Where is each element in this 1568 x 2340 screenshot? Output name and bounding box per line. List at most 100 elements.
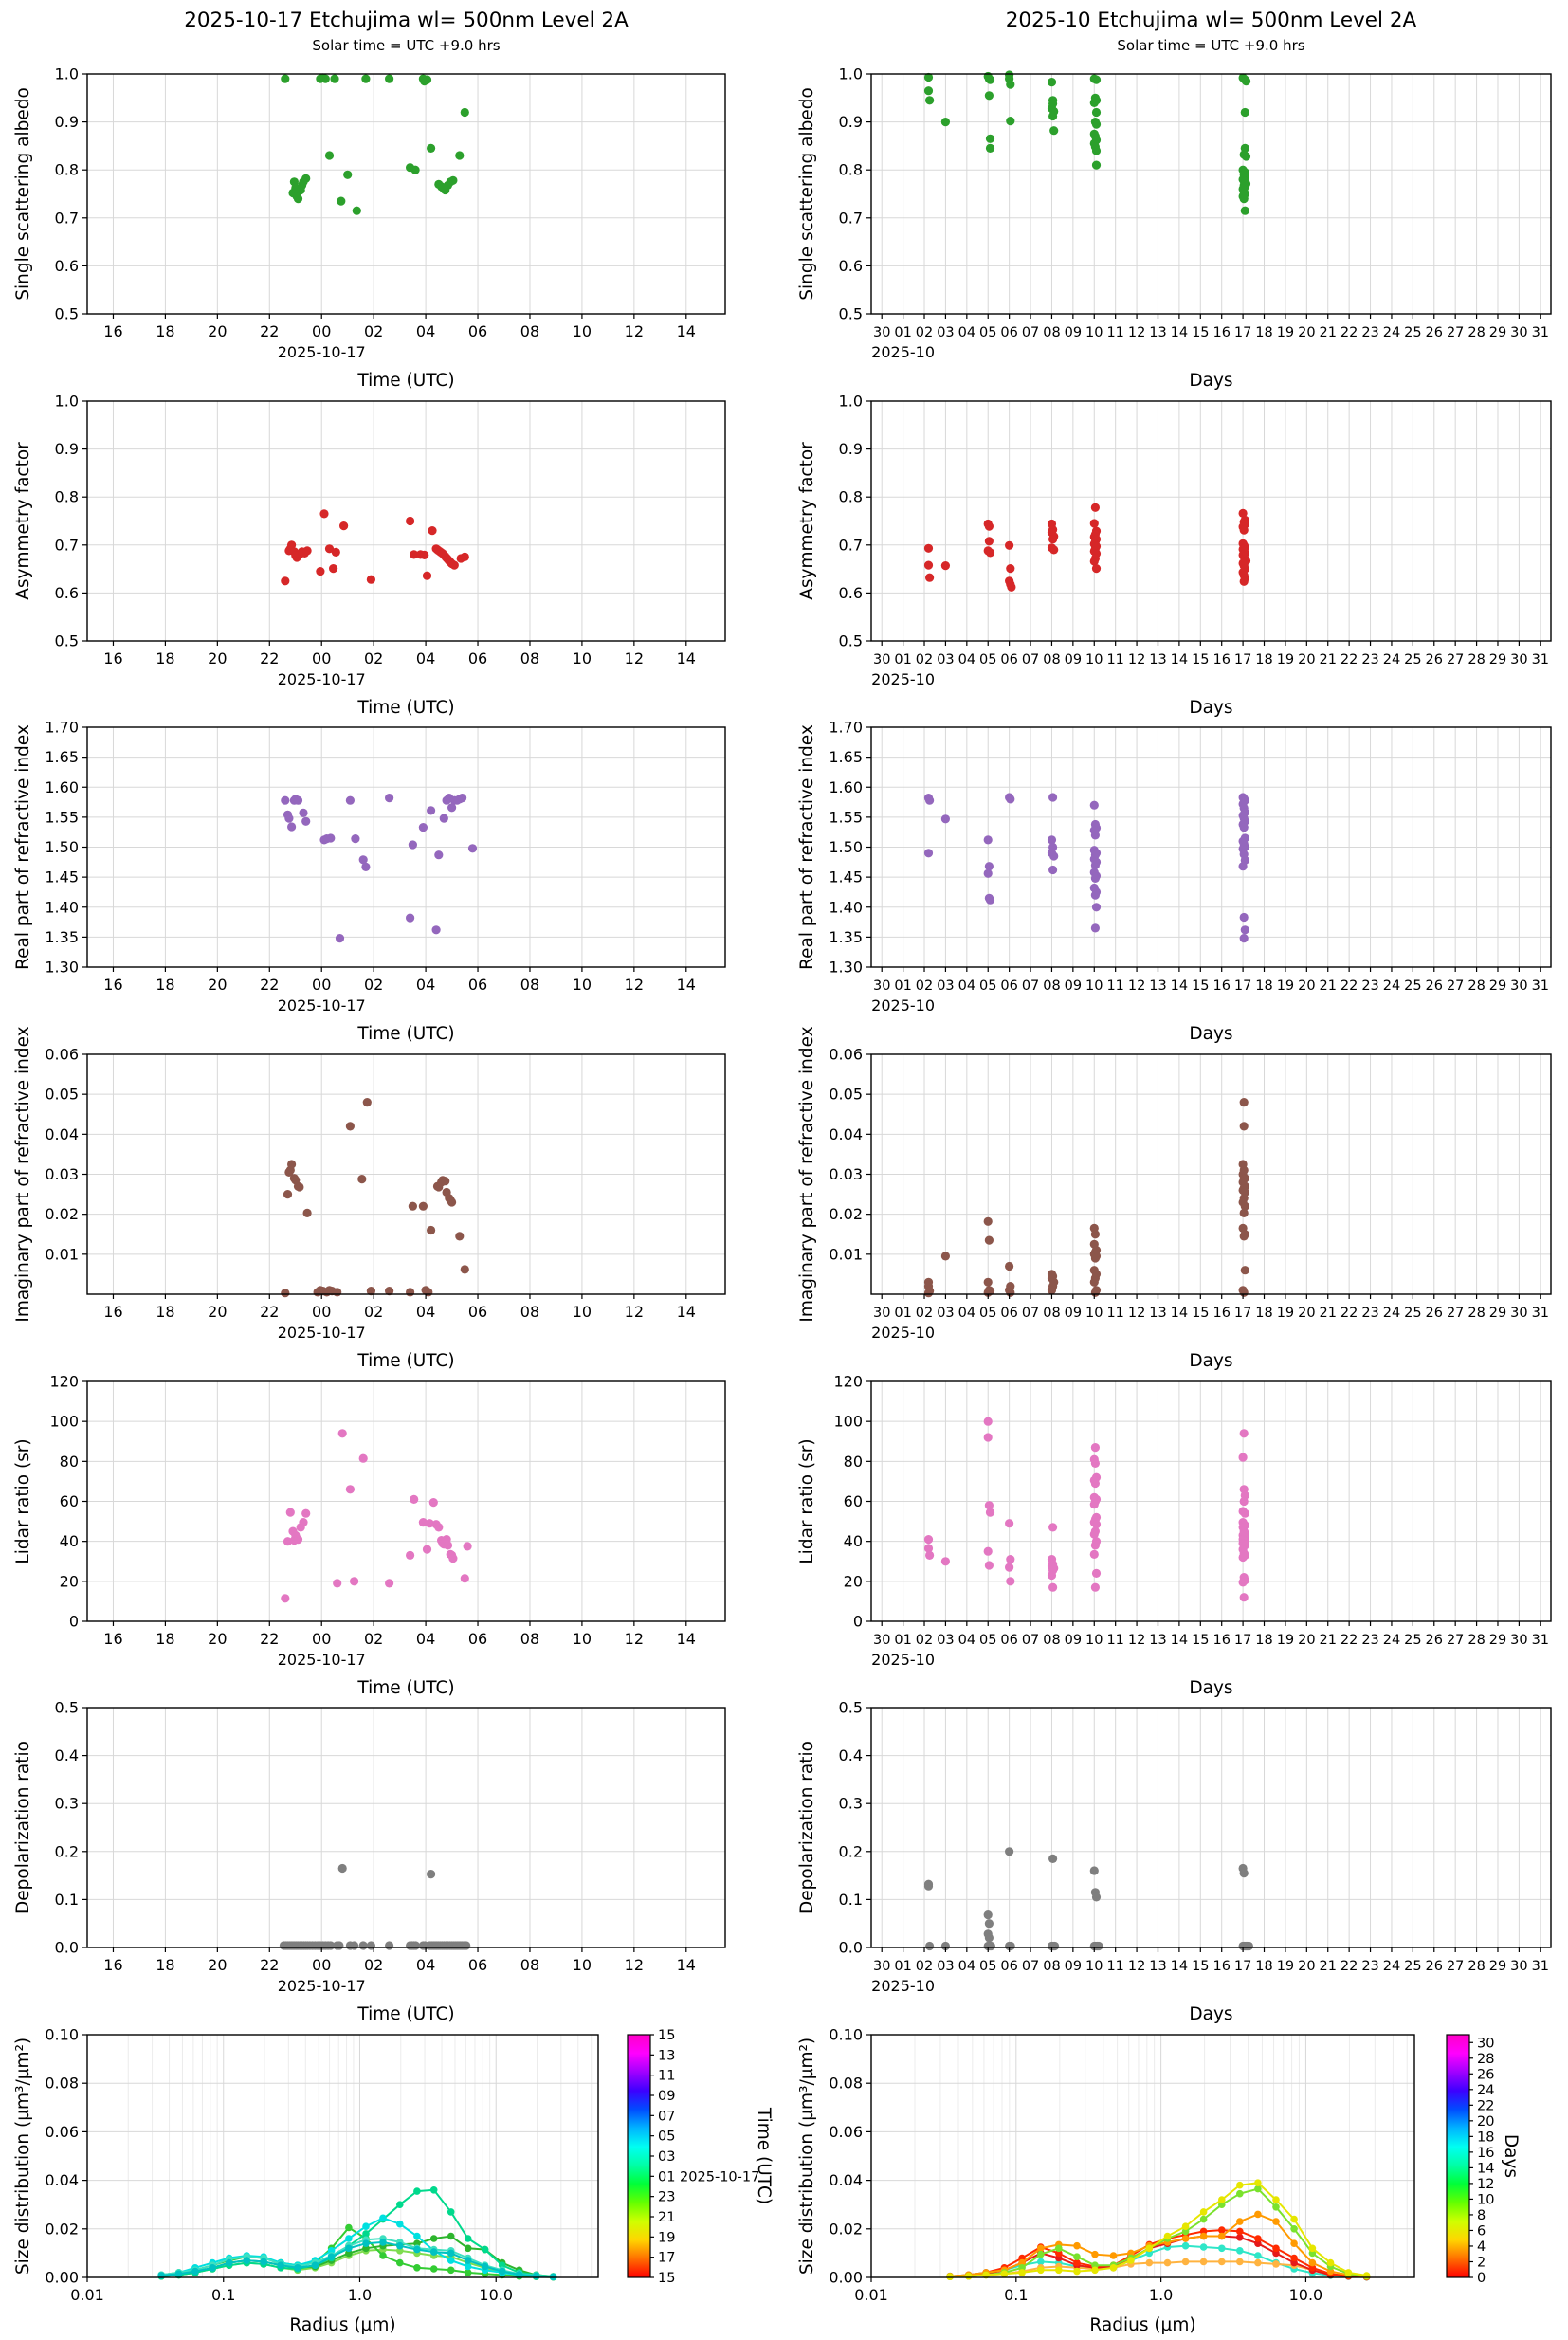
svg-text:29: 29 [1489,325,1506,340]
svg-text:29: 29 [1489,978,1506,994]
data-points [923,1847,1253,1951]
svg-text:1.40: 1.40 [829,898,863,916]
svg-text:17: 17 [1234,1959,1251,1974]
svg-text:06: 06 [468,322,487,340]
svg-text:16: 16 [1212,1959,1230,1974]
data-points [923,1098,1249,1298]
svg-text:0.1: 0.1 [839,1891,863,1909]
svg-text:02: 02 [916,325,933,340]
svg-text:20: 20 [1298,1633,1315,1648]
y-axis-label: Imaginary part of refractive index [13,1026,33,1322]
svg-text:04: 04 [416,322,435,340]
chart-subtitle: Solar time = UTC +9.0 hrs [1117,37,1304,54]
svg-text:02: 02 [916,1306,933,1321]
x-axis-label: Time (UTC) [356,1678,454,1698]
svg-text:20: 20 [844,1572,863,1590]
grid [87,73,725,315]
chart-real-refractive-index-month: 30 01 02 03 04 05 06 07 08 09 10 11 12 13 14 15 16 17 18 19… [797,719,1552,1044]
svg-text:22: 22 [260,1956,279,1974]
svg-text:0.04: 0.04 [45,2171,79,2189]
svg-text:21: 21 [658,2210,675,2225]
svg-text:0.5: 0.5 [839,1699,863,1717]
svg-text:25: 25 [1404,652,1421,667]
svg-text:19: 19 [1277,1633,1294,1648]
svg-text:1.50: 1.50 [829,838,863,856]
svg-text:1.70: 1.70 [45,719,79,737]
svg-text:04: 04 [958,978,975,994]
svg-text:20: 20 [208,976,227,994]
svg-text:20: 20 [1298,652,1315,667]
svg-text:10: 10 [573,1303,592,1321]
x-axis-label: Time (UTC) [356,1351,454,1371]
y-axis: 0.5 0.6 0.7 0.8 0.9 1.0 Single scattering albe… [13,65,87,323]
svg-text:26: 26 [1426,1306,1443,1321]
svg-text:08: 08 [1043,652,1060,667]
svg-text:20: 20 [208,649,227,667]
svg-text:2025-10: 2025-10 [871,1651,935,1669]
svg-text:06: 06 [1000,978,1017,994]
svg-text:12: 12 [1477,2177,1494,2192]
svg-text:14: 14 [1171,1959,1188,1974]
svg-text:01: 01 [894,1959,911,1974]
svg-text:15: 15 [1192,1959,1209,1974]
svg-text:17: 17 [1234,978,1251,994]
svg-text:2025-10: 2025-10 [871,1324,935,1342]
svg-text:1.70: 1.70 [829,719,863,737]
svg-text:22: 22 [1340,978,1358,994]
svg-text:0.04: 0.04 [829,2171,863,2189]
y-axis: 0 20 40 60 80 100 120 Lidar ratio (sr) [797,1373,871,1631]
svg-text:19: 19 [1277,1959,1294,1974]
y-axis-label: Size distribution (µm³/µm²) [797,2038,817,2275]
svg-text:14: 14 [677,1956,696,1974]
svg-text:21: 21 [1320,1306,1337,1321]
chart-subtitle: Solar time = UTC +9.0 hrs [312,37,500,54]
grid [870,2034,1414,2278]
svg-text:2025-10: 2025-10 [871,343,935,361]
svg-text:18: 18 [155,1303,174,1321]
svg-text:23: 23 [1361,1306,1378,1321]
x-axis-label: Days [1189,698,1232,718]
svg-text:1.30: 1.30 [829,959,863,977]
svg-text:23: 23 [1361,325,1378,340]
svg-text:30: 30 [1510,1959,1527,1974]
chart-lidar-ratio-day: 16 18 20 22 00 02 04 06 08 10 12 14 2025-10-17 Time (… [13,1373,726,1698]
svg-text:6: 6 [1477,2223,1486,2239]
data-points [157,2186,557,2281]
data-points [279,1863,471,1950]
svg-text:0.01: 0.01 [829,1245,863,1263]
svg-text:03: 03 [937,325,954,340]
svg-text:31: 31 [1532,652,1549,667]
svg-text:0.06: 0.06 [829,2123,863,2141]
svg-text:04: 04 [958,1959,975,1974]
svg-text:0: 0 [1477,2271,1486,2286]
svg-text:0.04: 0.04 [45,1125,79,1143]
svg-text:05: 05 [979,325,996,340]
svg-text:09: 09 [1065,978,1082,994]
y-axis-label: Real part of refractive index [797,724,817,970]
svg-text:0.1: 0.1 [211,2286,235,2304]
svg-text:06: 06 [1000,1959,1017,1974]
svg-text:0.05: 0.05 [829,1086,863,1104]
plot-frame [870,2034,1415,2278]
svg-text:01: 01 [894,978,911,994]
y-axis: 0.01 0.02 0.03 0.04 0.05 0.06 Imaginary part o… [797,1026,871,1323]
x-axis-label: Days [1189,1024,1232,1044]
svg-text:18: 18 [1255,1959,1272,1974]
svg-text:10.0: 10.0 [479,2286,513,2304]
svg-text:14: 14 [1171,325,1188,340]
svg-text:24: 24 [1477,2083,1494,2098]
x-axis-label: Days [1189,1351,1232,1371]
chart-title: 2025-10-17 Etchujima wl= 500nm Level 2A [184,9,629,32]
svg-text:04: 04 [958,1306,975,1321]
svg-text:0.0: 0.0 [839,1939,863,1957]
x-axis-label: Days [1189,1678,1232,1698]
svg-text:18: 18 [1255,978,1272,994]
svg-text:12: 12 [625,1956,644,1974]
svg-text:29: 29 [1489,1959,1506,1974]
svg-text:0.2: 0.2 [839,1842,863,1860]
svg-text:0.8: 0.8 [839,488,863,506]
svg-text:28: 28 [1468,325,1485,340]
grid [87,1707,725,1948]
svg-text:07: 07 [1022,1306,1039,1321]
svg-text:10: 10 [1085,1306,1103,1321]
